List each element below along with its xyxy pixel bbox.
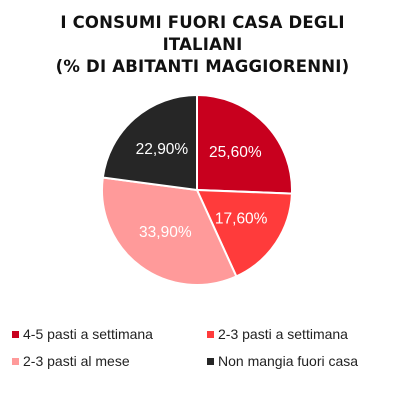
- pie-slice-2-3-pasti-mese: [101, 176, 238, 286]
- chart-title-line-3: (% DI ABITANTI MAGGIORENNI): [55, 57, 350, 76]
- pie-label-4-5-pasti-settimana: 25,60%: [209, 144, 262, 161]
- pie-slice-4-5-pasti-settimana: [196, 93, 293, 195]
- pie-data-labels: 25,60% 17,60% 33,90% 22,90%: [136, 141, 268, 241]
- pie-slice-non-mangia-fuori-casa: [101, 93, 198, 192]
- pie-label-2-3-pasti-mese: 33,90%: [139, 224, 192, 241]
- pie-slice-2-3-pasti-settimana: [195, 188, 293, 278]
- pie-label-2-3-pasti-settimana: 17,60%: [215, 211, 268, 228]
- pie-slices: [101, 93, 293, 286]
- chart-title: I CONSUMI FUORI CASA DEGLI ITALIANI (% D…: [0, 12, 405, 78]
- pie-label-non-mangia-fuori-casa: 22,90%: [136, 141, 189, 158]
- chart-title-line-1: I CONSUMI FUORI CASA DEGLI: [60, 13, 345, 32]
- chart-title-line-2: ITALIANI: [162, 35, 243, 54]
